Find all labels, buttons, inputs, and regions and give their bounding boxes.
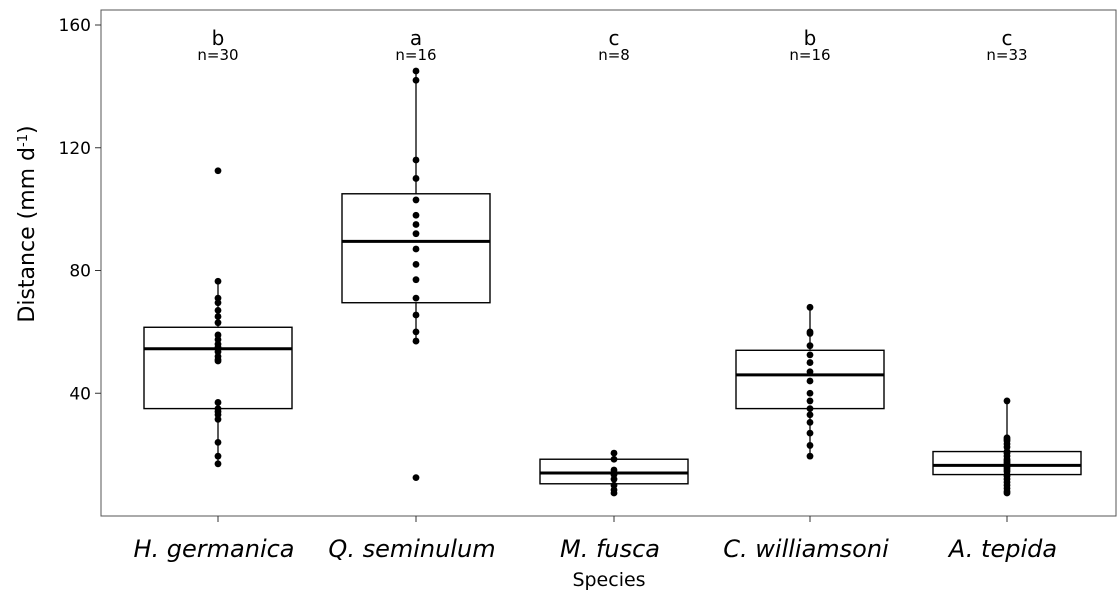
data-point <box>412 311 420 319</box>
data-point <box>214 167 222 175</box>
data-point <box>806 419 814 426</box>
data-point <box>412 175 420 182</box>
y-tick-label: 120 <box>59 139 91 159</box>
data-point <box>412 474 420 482</box>
n-label: n=8 <box>598 46 630 64</box>
data-point <box>412 67 420 75</box>
data-point <box>412 221 420 228</box>
box-2: cn=8 <box>539 26 689 497</box>
x-tick-label: H. germanica <box>133 535 294 563</box>
data-point <box>412 230 420 238</box>
data-point <box>1003 489 1011 497</box>
x-tick-label: C. williamsoni <box>723 535 889 563</box>
x-tick-label: A. tepida <box>947 535 1057 563</box>
group-letter: a <box>410 26 422 50</box>
box-1: an=16 <box>341 26 491 482</box>
data-point <box>806 405 814 412</box>
data-point <box>214 299 222 307</box>
data-point <box>214 313 222 320</box>
plot-panel <box>100 9 1117 517</box>
n-label: n=16 <box>395 46 436 64</box>
data-point <box>412 196 420 204</box>
data-point <box>214 277 222 285</box>
data-point <box>806 330 814 337</box>
group-letter: c <box>609 26 620 50</box>
x-tick-label: Q. seminulum <box>328 535 495 563</box>
data-point <box>610 455 618 463</box>
data-point <box>1003 397 1011 405</box>
data-point <box>214 306 222 314</box>
y-tick-label: 80 <box>69 262 91 282</box>
data-point <box>610 475 618 483</box>
data-point <box>806 359 814 366</box>
data-point <box>214 357 222 365</box>
data-point <box>214 460 222 468</box>
group-letter: c <box>1002 26 1013 50</box>
data-point <box>412 76 420 84</box>
data-point <box>412 156 420 164</box>
data-point <box>806 342 814 350</box>
data-point <box>806 377 814 385</box>
data-point <box>214 415 222 423</box>
data-point <box>214 438 222 446</box>
data-point <box>412 294 420 302</box>
data-point <box>610 489 618 497</box>
data-point <box>806 389 814 397</box>
x-axis-title: Species <box>572 569 645 591</box>
box-3: bn=16 <box>735 26 885 460</box>
y-tick-label: 160 <box>59 16 91 36</box>
x-tick-label: M. fusca <box>560 535 660 563</box>
data-point <box>412 276 420 284</box>
data-point <box>412 211 420 219</box>
data-point <box>610 449 618 457</box>
n-label: n=16 <box>789 46 830 64</box>
data-point <box>806 368 814 376</box>
y-axis-title: Distance (mm d-1) <box>15 125 40 322</box>
data-point <box>214 319 222 327</box>
data-point <box>806 351 814 359</box>
data-point <box>806 429 814 437</box>
data-point <box>412 337 420 345</box>
data-point <box>806 303 814 311</box>
group-letter: b <box>212 26 225 50</box>
box-0: bn=30 <box>143 26 293 468</box>
data-point <box>806 452 814 460</box>
y-tick-label: 40 <box>69 384 91 404</box>
data-point <box>412 260 420 268</box>
data-point <box>214 399 222 406</box>
data-point <box>806 397 814 405</box>
data-point <box>412 245 420 253</box>
n-label: n=30 <box>197 46 238 64</box>
data-point <box>806 411 814 419</box>
box-4: cn=33 <box>932 26 1082 497</box>
n-label: n=33 <box>986 46 1027 64</box>
data-point <box>806 442 814 449</box>
data-point <box>214 452 222 460</box>
group-letter: b <box>804 26 817 50</box>
x-axis: H. germanica Q. seminulum M. fusca C. willi… <box>133 516 1057 563</box>
y-axis: 40 80 120 160 <box>59 16 101 404</box>
data-point <box>412 328 420 336</box>
